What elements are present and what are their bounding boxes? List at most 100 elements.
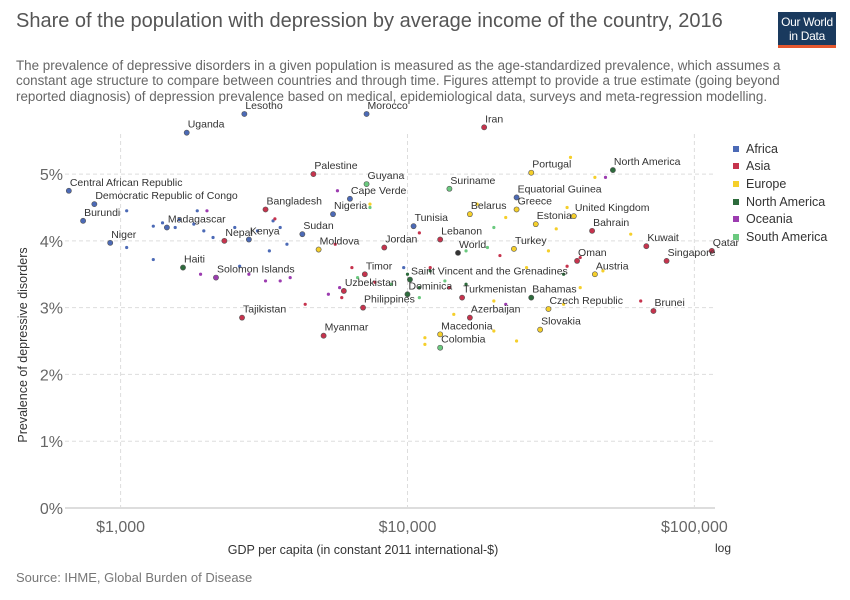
data-point[interactable]: [361, 271, 368, 278]
data-point[interactable]: [561, 302, 566, 306]
data-point[interactable]: [492, 329, 496, 333]
data-point[interactable]: [402, 265, 406, 270]
data-point[interactable]: [504, 215, 508, 220]
data-point[interactable]: [663, 257, 670, 264]
data-point[interactable]: [492, 299, 496, 303]
legend-item[interactable]: Asia: [733, 158, 827, 176]
data-point[interactable]: [568, 155, 573, 159]
data-point[interactable]: [160, 221, 165, 225]
data-point[interactable]: [591, 271, 598, 278]
data-point[interactable]: [355, 275, 360, 280]
data-point[interactable]: [241, 111, 248, 117]
log-scale-toggle[interactable]: log: [715, 541, 731, 555]
data-point[interactable]: [708, 247, 715, 254]
data-point[interactable]: [407, 276, 413, 283]
data-point[interactable]: [629, 232, 633, 236]
data-point[interactable]: [528, 294, 535, 301]
data-point[interactable]: [173, 225, 177, 230]
data-point[interactable]: [299, 231, 306, 238]
data-point[interactable]: [650, 308, 657, 314]
data-point[interactable]: [125, 209, 129, 213]
data-point[interactable]: [417, 286, 421, 290]
data-point[interactable]: [405, 272, 410, 276]
data-point[interactable]: [504, 302, 508, 306]
data-point[interactable]: [233, 225, 237, 230]
data-point[interactable]: [239, 314, 245, 321]
data-point[interactable]: [464, 282, 468, 286]
data-point[interactable]: [107, 239, 114, 246]
data-point[interactable]: [195, 209, 199, 213]
data-point[interactable]: [593, 175, 597, 180]
data-point[interactable]: [330, 211, 336, 218]
data-point[interactable]: [428, 269, 432, 273]
data-point[interactable]: [211, 235, 215, 240]
data-point[interactable]: [514, 339, 519, 343]
data-point[interactable]: [192, 222, 196, 226]
data-point[interactable]: [363, 111, 370, 117]
data-point[interactable]: [255, 229, 260, 233]
data-point[interactable]: [446, 185, 453, 192]
data-point[interactable]: [198, 272, 203, 276]
data-point[interactable]: [447, 286, 452, 290]
data-point[interactable]: [263, 279, 268, 283]
data-point[interactable]: [360, 304, 366, 311]
data-point[interactable]: [151, 224, 155, 228]
data-point[interactable]: [389, 282, 394, 286]
data-point[interactable]: [315, 246, 322, 253]
data-point[interactable]: [537, 326, 544, 333]
data-point[interactable]: [532, 221, 539, 228]
data-point[interactable]: [303, 302, 307, 306]
data-point[interactable]: [437, 331, 444, 338]
data-point[interactable]: [125, 245, 129, 250]
data-point[interactable]: [267, 249, 271, 253]
data-point[interactable]: [570, 213, 577, 220]
data-point[interactable]: [610, 167, 616, 173]
data-point[interactable]: [492, 225, 496, 230]
data-point[interactable]: [511, 245, 517, 252]
data-point[interactable]: [485, 245, 490, 250]
data-point[interactable]: [340, 296, 344, 300]
data-point[interactable]: [443, 279, 447, 283]
data-point[interactable]: [368, 202, 372, 206]
data-point[interactable]: [326, 292, 330, 296]
data-point[interactable]: [350, 265, 354, 270]
data-point[interactable]: [565, 205, 569, 210]
data-point[interactable]: [643, 243, 650, 250]
data-point[interactable]: [273, 217, 277, 221]
data-point[interactable]: [603, 175, 608, 180]
data-point[interactable]: [417, 296, 421, 300]
data-point[interactable]: [335, 189, 340, 193]
data-point[interactable]: [373, 280, 377, 284]
data-point[interactable]: [466, 211, 473, 218]
data-point[interactable]: [410, 223, 417, 230]
data-point[interactable]: [639, 299, 643, 303]
data-point[interactable]: [262, 206, 269, 213]
legend-item[interactable]: Oceania: [733, 210, 827, 228]
data-point[interactable]: [423, 336, 427, 340]
data-point[interactable]: [423, 342, 427, 346]
data-point[interactable]: [513, 194, 520, 201]
data-point[interactable]: [310, 171, 317, 177]
data-point[interactable]: [578, 286, 582, 290]
data-point[interactable]: [340, 288, 347, 294]
data-point[interactable]: [202, 229, 206, 233]
data-point[interactable]: [601, 269, 605, 273]
data-point[interactable]: [320, 332, 327, 339]
data-point[interactable]: [565, 264, 569, 268]
data-point[interactable]: [205, 209, 209, 213]
owid-logo[interactable]: Our World in Data: [778, 12, 836, 48]
data-point[interactable]: [151, 257, 155, 262]
data-point[interactable]: [368, 205, 372, 210]
data-point[interactable]: [338, 286, 342, 290]
data-point[interactable]: [546, 249, 551, 253]
data-point[interactable]: [288, 275, 292, 280]
data-point[interactable]: [524, 265, 529, 270]
data-point[interactable]: [65, 187, 72, 194]
data-point[interactable]: [213, 274, 219, 281]
data-point[interactable]: [561, 272, 566, 276]
data-point[interactable]: [221, 237, 228, 244]
data-point[interactable]: [455, 249, 461, 256]
data-point[interactable]: [528, 169, 535, 176]
data-point[interactable]: [545, 306, 552, 312]
data-point[interactable]: [404, 291, 411, 298]
